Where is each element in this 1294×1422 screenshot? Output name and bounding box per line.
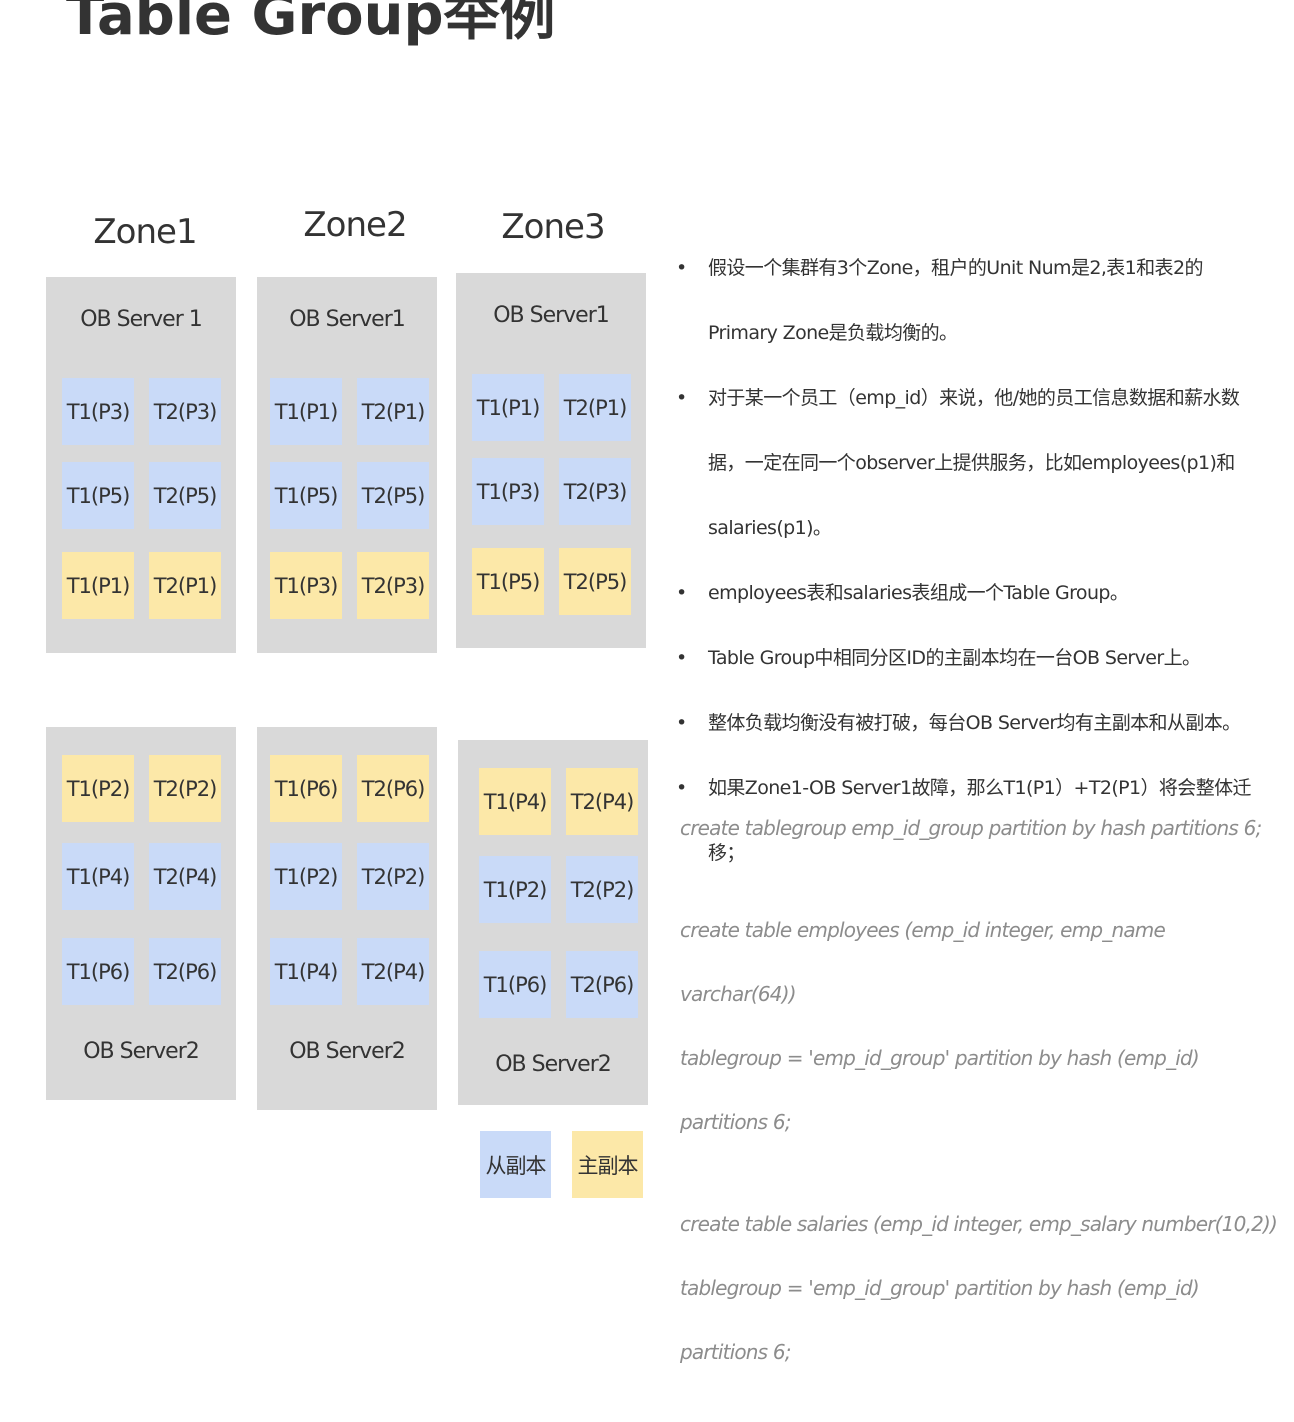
replica-cell: T1(P6) [270,755,342,822]
bullet-item: Table Group中相同分区ID的主副本均在一台OB Server上。 [676,626,1251,691]
replica-cell: T2(P1) [357,378,429,445]
zone-header: Zone1 [93,212,197,252]
code-group: create table salaries (emp_id integer, e… [680,1192,1280,1384]
replica-cell: T2(P2) [357,843,429,910]
bullet-list: 假设一个集群有3个Zone，租户的Unit Num是2,表1和表2的Primar… [676,236,1252,886]
replica-cell: T2(P6) [149,938,221,1005]
replica-cell: T2(P3) [149,378,221,445]
replica-cell: T2(P5) [357,462,429,529]
replica-cell: T1(P3) [472,458,544,525]
replica-cell: T1(P6) [479,951,551,1018]
replica-cell: T1(P5) [270,462,342,529]
replica-cell: T2(P3) [357,552,429,619]
zone-header: Zone2 [303,205,407,245]
legend-item: 主副本 [572,1131,643,1198]
page-title: Table Group举例 [66,0,556,48]
server-label: OB Server2 [289,1039,406,1064]
code-line: create tablegroup emp_id_group partition… [680,816,1262,840]
replica-cell: T2(P4) [566,768,638,835]
replica-cell: T1(P4) [270,938,342,1005]
replica-cell: T1(P4) [62,843,134,910]
replica-cell: T2(P6) [566,951,638,1018]
code-line: create table salaries (emp_id integer, e… [680,1212,1278,1236]
replica-cell: T1(P2) [62,755,134,822]
replica-cell: T2(P3) [559,458,631,525]
zone-header: Zone3 [501,207,605,247]
replica-cell: T2(P2) [566,856,638,923]
replica-cell: T2(P6) [357,755,429,822]
server-box: OB Server2 T1(P6) T2(P6) T1(P2) T2(P2) T1(P4)… [257,727,437,1110]
replica-cell: T1(P3) [62,378,134,445]
replica-cell: T1(P2) [270,843,342,910]
replica-cell: T1(P3) [270,552,342,619]
replica-cell: T1(P6) [62,938,134,1005]
replica-cell: T2(P1) [149,552,221,619]
server-label: OB Server1 [493,303,610,328]
code-line: tablegroup = 'emp_id_group' partition by… [680,1276,1200,1364]
bullet-item: 对于某一个员工（emp_id）来说，他/她的员工信息数据和薪水数据，一定在同一个… [676,366,1251,561]
replica-cell: T1(P1) [62,552,134,619]
code-line: create table employees (emp_id integer, … [680,918,1166,1006]
replica-cell: T2(P5) [149,462,221,529]
replica-cell: T1(P5) [62,462,134,529]
server-box: OB Server2 T1(P4) T2(P4) T1(P2) T2(P2) T1(P6)… [458,740,648,1105]
server-box: OB Server1 T1(P1) T2(P1) T1(P3) T2(P3) T1(P5)… [456,273,646,648]
replica-cell: T1(P2) [479,856,551,923]
code-block: create tablegroup emp_id_group partition… [680,796,1280,1422]
replica-cell: T2(P5) [559,548,631,615]
server-box: OB Server1 T1(P1) T2(P1) T1(P5) T2(P5) T1(P3)… [257,277,437,653]
code-line: tablegroup = 'emp_id_group' partition by… [680,1046,1200,1134]
code-group: create table employees (emp_id integer, … [680,898,1280,1154]
server-label: OB Server2 [495,1052,612,1077]
replica-cell: T2(P4) [149,843,221,910]
bullet-item: 整体负载均衡没有被打破，每台OB Server均有主副本和从副本。 [676,691,1251,756]
page: Table Group举例 Zone1 OB Server 1 T1(P3) T2(P… [0,0,1294,1270]
replica-cell: T2(P2) [149,755,221,822]
bullet-item: 如果Zone1-OB Server1故障，那么T1(P1）+T2(P1）将会整体… [676,756,1252,886]
replica-cell: T1(P4) [479,768,551,835]
server-box: OB Server2 T1(P2) T2(P2) T1(P4) T2(P4) T1(P6)… [46,727,236,1100]
legend-item: 从副本 [480,1131,551,1198]
code-group: create tablegroup emp_id_group partition… [680,796,1280,860]
replica-cell: T2(P4) [357,938,429,1005]
server-label: OB Server2 [83,1039,200,1064]
replica-cell: T2(P1) [559,374,631,441]
replica-cell: T1(P1) [270,378,342,445]
server-label: OB Server1 [289,307,406,332]
replica-cell: T1(P5) [472,548,544,615]
bullet-item: employees表和salaries表组成一个Table Group。 [676,561,1251,626]
server-label: OB Server 1 [80,307,203,332]
replica-cell: T1(P1) [472,374,544,441]
server-box: OB Server 1 T1(P3) T2(P3) T1(P5) T2(P5) T1(P1… [46,277,236,653]
bullet-item: 假设一个集群有3个Zone，租户的Unit Num是2,表1和表2的Primar… [676,236,1251,366]
